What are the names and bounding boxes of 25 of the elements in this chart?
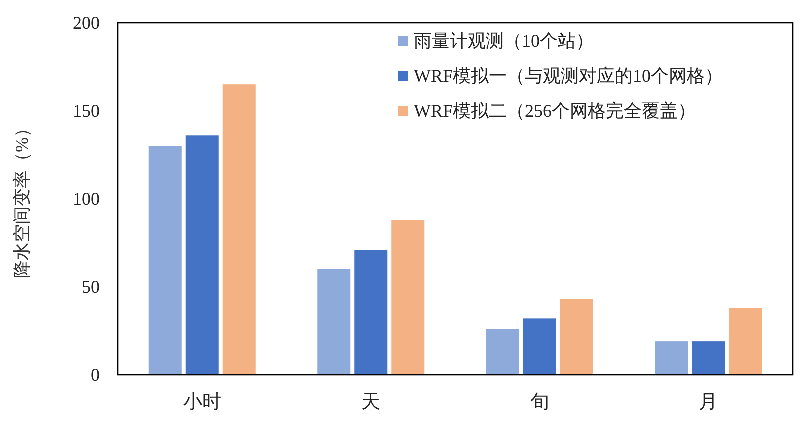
x-tick-label: 月 [699, 392, 718, 413]
bar [186, 136, 219, 375]
y-tick-label: 200 [73, 13, 100, 33]
bar [560, 299, 594, 375]
x-tick-label: 旬 [530, 392, 550, 413]
y-tick-label: 150 [73, 101, 100, 121]
y-tick-label: 0 [91, 365, 100, 385]
y-axis-title: 降水空间变率（%） [12, 120, 32, 278]
bar [354, 250, 388, 375]
y-tick-label: 100 [73, 189, 100, 209]
legend-label: WRF模拟一（与观测对应的10个网格） [414, 66, 724, 86]
bar [222, 84, 256, 375]
legend-label: 雨量计观测（10个站） [414, 31, 594, 51]
legend-label: WRF模拟二（256个网格完全覆盖） [414, 101, 696, 121]
x-tick-label: 小时 [183, 392, 222, 413]
bar [655, 342, 688, 375]
x-tick-label: 天 [362, 392, 381, 413]
y-tick-label: 50 [82, 277, 100, 297]
bar [148, 146, 182, 375]
bar [318, 269, 351, 375]
bar [729, 308, 762, 375]
bar [692, 342, 726, 375]
bar [486, 329, 520, 375]
bar [392, 220, 425, 375]
bar [523, 318, 556, 375]
